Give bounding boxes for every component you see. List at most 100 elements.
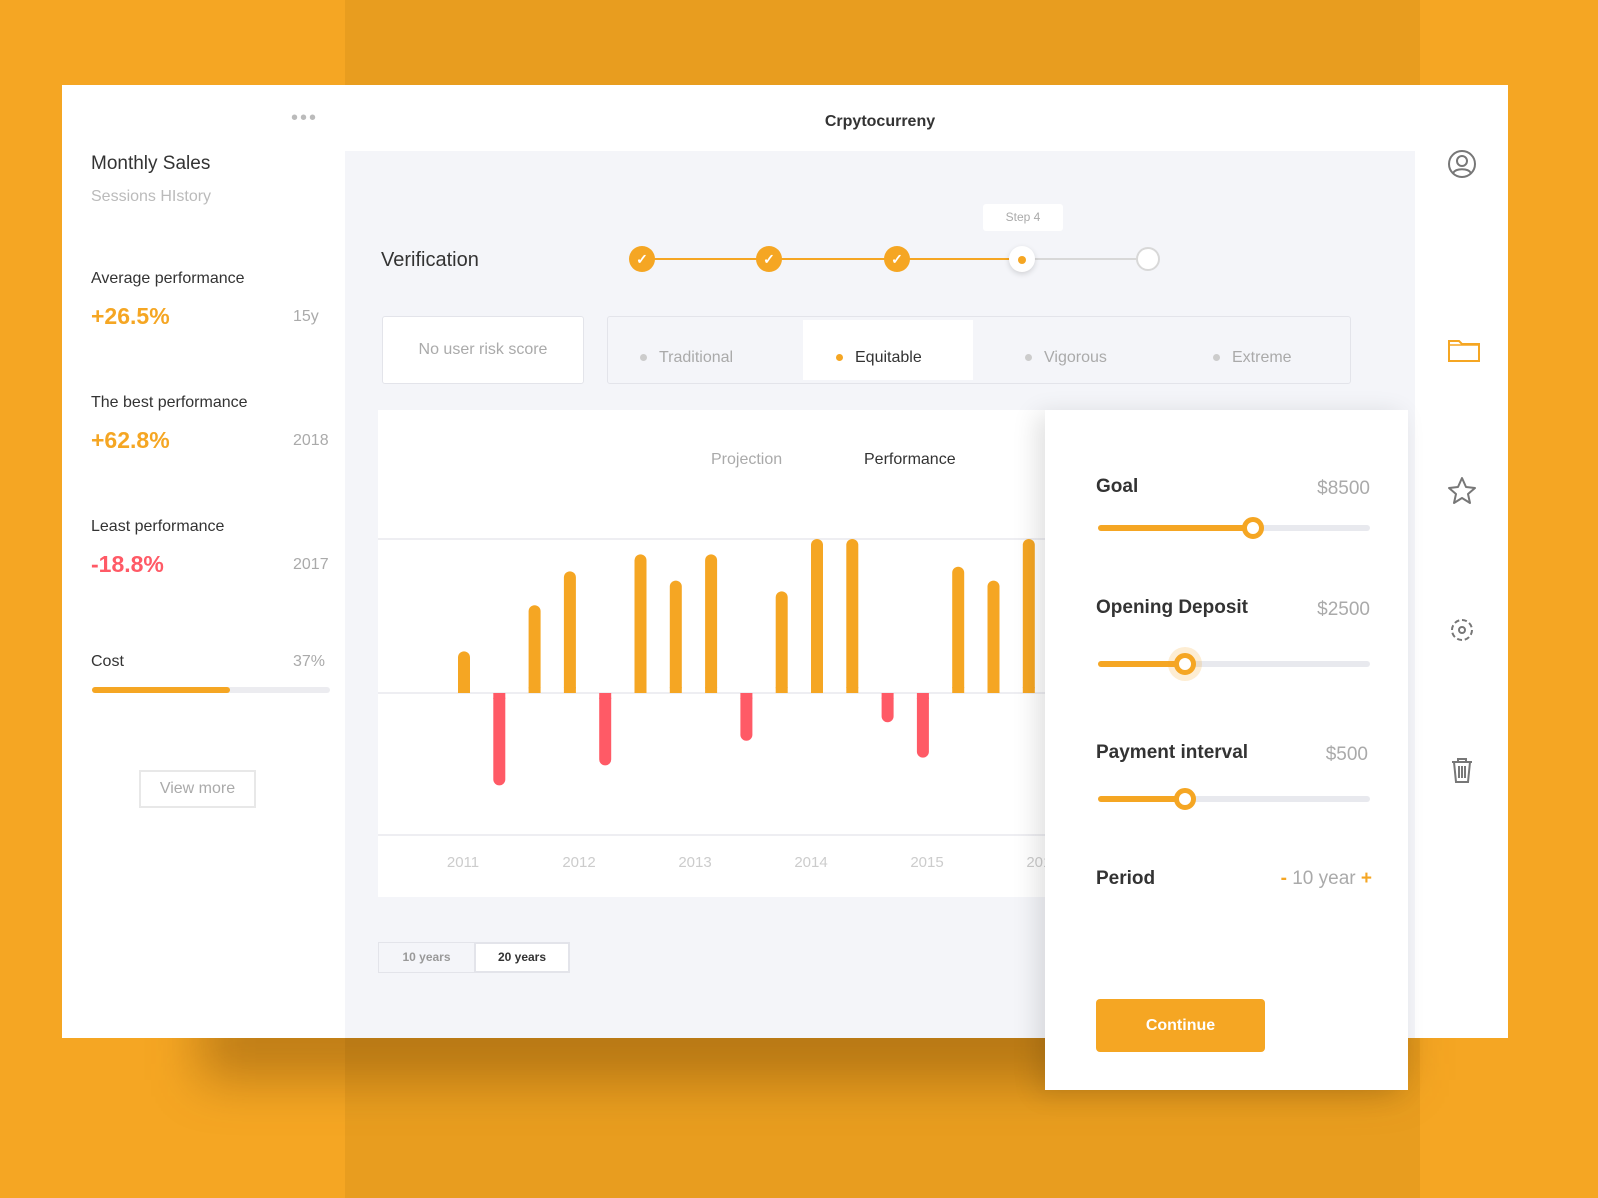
chart-card: Projection Performance 2011 2012 2013 2014 2… — [378, 410, 1078, 897]
page-title: Crpytocurreny — [345, 85, 1415, 151]
chart-bar — [740, 693, 753, 741]
chart-bar — [634, 554, 647, 693]
dot-icon — [1025, 354, 1032, 362]
chart-bar-base — [705, 687, 718, 693]
step-2-check-icon[interactable]: ✓ — [756, 246, 782, 272]
goal-value: $8500 — [1317, 478, 1370, 499]
chart-bar-base — [811, 687, 823, 693]
chart-bar — [1022, 539, 1035, 693]
stepper-remaining-line — [1022, 258, 1148, 260]
folder-icon[interactable] — [1447, 335, 1481, 365]
cost-progress — [92, 687, 330, 693]
chart-bar — [563, 571, 576, 693]
chart-bar-base — [846, 687, 859, 693]
cost-value: 37% — [293, 653, 326, 670]
payment-slider[interactable] — [1098, 788, 1370, 810]
slider-fill — [1098, 661, 1186, 667]
stat-value: +26.5% — [91, 303, 170, 329]
risk-option-label: Vigorous — [1044, 349, 1107, 366]
stat-label: Least performance — [91, 518, 225, 535]
chart-bar — [881, 693, 894, 723]
risk-option-label: Equitable — [855, 349, 922, 366]
payment-label: Payment interval — [1096, 742, 1249, 763]
chart-bar-base — [1022, 687, 1035, 693]
chart-bar — [669, 580, 682, 693]
chart-bar — [987, 580, 1000, 693]
x-tick-label: 2013 — [678, 854, 711, 871]
deposit-label: Opening Deposit — [1096, 597, 1248, 618]
chart-bar — [846, 539, 859, 693]
stat-meta: 2017 — [293, 556, 329, 573]
range-10-years[interactable]: 10 years — [378, 942, 475, 973]
chart-bar-base — [634, 687, 647, 693]
performance-chart: 2011 2012 2013 2014 2015 2016 — [378, 538, 1078, 871]
slider-fill — [1098, 525, 1254, 531]
goal-slider[interactable] — [1098, 517, 1370, 539]
chart-bar — [528, 605, 541, 693]
x-tick-label: 2012 — [562, 854, 595, 871]
chart-bar — [952, 566, 965, 693]
slider-handle[interactable] — [1174, 653, 1197, 675]
chart-bar — [458, 651, 470, 693]
risk-option-label: Traditional — [659, 349, 734, 366]
x-tick-label: 2014 — [794, 854, 827, 871]
period-decrease-button[interactable]: - — [1280, 868, 1287, 889]
chart-bar — [599, 693, 612, 766]
step-3-check-icon[interactable]: ✓ — [884, 246, 910, 272]
chart-bar — [775, 591, 788, 693]
chart-bar — [705, 554, 718, 693]
continue-button[interactable]: Continue — [1096, 999, 1265, 1052]
risk-option-vigorous[interactable]: Vigorous — [1025, 349, 1107, 367]
risk-options — [607, 316, 1351, 384]
tab-performance[interactable]: Performance — [864, 451, 956, 468]
chart-bar-base — [916, 693, 929, 699]
slider-fill — [1098, 796, 1186, 802]
chart-bar-base — [987, 687, 1000, 693]
stat-value: +62.8% — [91, 427, 170, 453]
tab-projection[interactable]: Projection — [711, 451, 783, 468]
chart-bar-base — [599, 693, 612, 699]
trash-icon[interactable] — [1447, 755, 1477, 785]
period-increase-button[interactable]: + — [1360, 868, 1372, 889]
star-icon[interactable] — [1447, 476, 1477, 506]
risk-option-selected-bg — [803, 320, 973, 380]
deposit-slider[interactable] — [1098, 653, 1370, 675]
period-value: 10 year — [1292, 868, 1356, 889]
more-options-icon[interactable]: ••• — [291, 107, 319, 129]
cost-progress-fill — [92, 687, 231, 693]
step-1-check-icon[interactable]: ✓ — [629, 246, 655, 272]
slider-handle[interactable] — [1174, 788, 1197, 810]
x-tick-label: 2011 — [447, 854, 479, 871]
chart-bar-base — [669, 687, 682, 693]
chart-bar-base — [493, 693, 506, 699]
range-20-years[interactable]: 20 years — [474, 942, 570, 973]
risk-option-label: Extreme — [1232, 349, 1292, 366]
left-panel: ••• Monthly Sales Sessions HIstory Avera… — [62, 85, 345, 1038]
gear-icon[interactable] — [1447, 615, 1477, 645]
right-sidebar — [1415, 85, 1508, 1038]
chart-bar — [493, 693, 506, 786]
stat-value: -18.8% — [91, 551, 164, 577]
stat-label: Average performance — [91, 270, 245, 287]
slider-handle[interactable] — [1242, 517, 1265, 539]
chart-bar-base — [458, 687, 470, 693]
cost-label: Cost — [91, 653, 124, 670]
verification-label: Verification — [381, 249, 479, 271]
stat-label: The best performance — [91, 394, 248, 411]
panel-subtitle: Sessions HIstory — [91, 188, 212, 205]
chart-bar-base — [952, 687, 965, 693]
risk-option-traditional[interactable]: Traditional — [640, 349, 733, 367]
risk-option-extreme[interactable]: Extreme — [1213, 349, 1292, 367]
panel-title: Monthly Sales — [91, 153, 211, 174]
chart-bar-base — [740, 693, 753, 699]
risk-option-equitable[interactable]: Equitable — [836, 349, 922, 367]
step-5[interactable] — [1136, 247, 1160, 271]
chart-bar-base — [528, 687, 541, 693]
step-tooltip: Step 4 — [983, 204, 1063, 231]
view-more-button[interactable]: View more — [139, 770, 256, 808]
x-tick-label: 2015 — [910, 854, 943, 871]
user-icon[interactable] — [1447, 149, 1477, 179]
chart-bar — [811, 539, 823, 693]
chart-bar-base — [881, 693, 894, 699]
step-4-current[interactable] — [1009, 246, 1035, 272]
